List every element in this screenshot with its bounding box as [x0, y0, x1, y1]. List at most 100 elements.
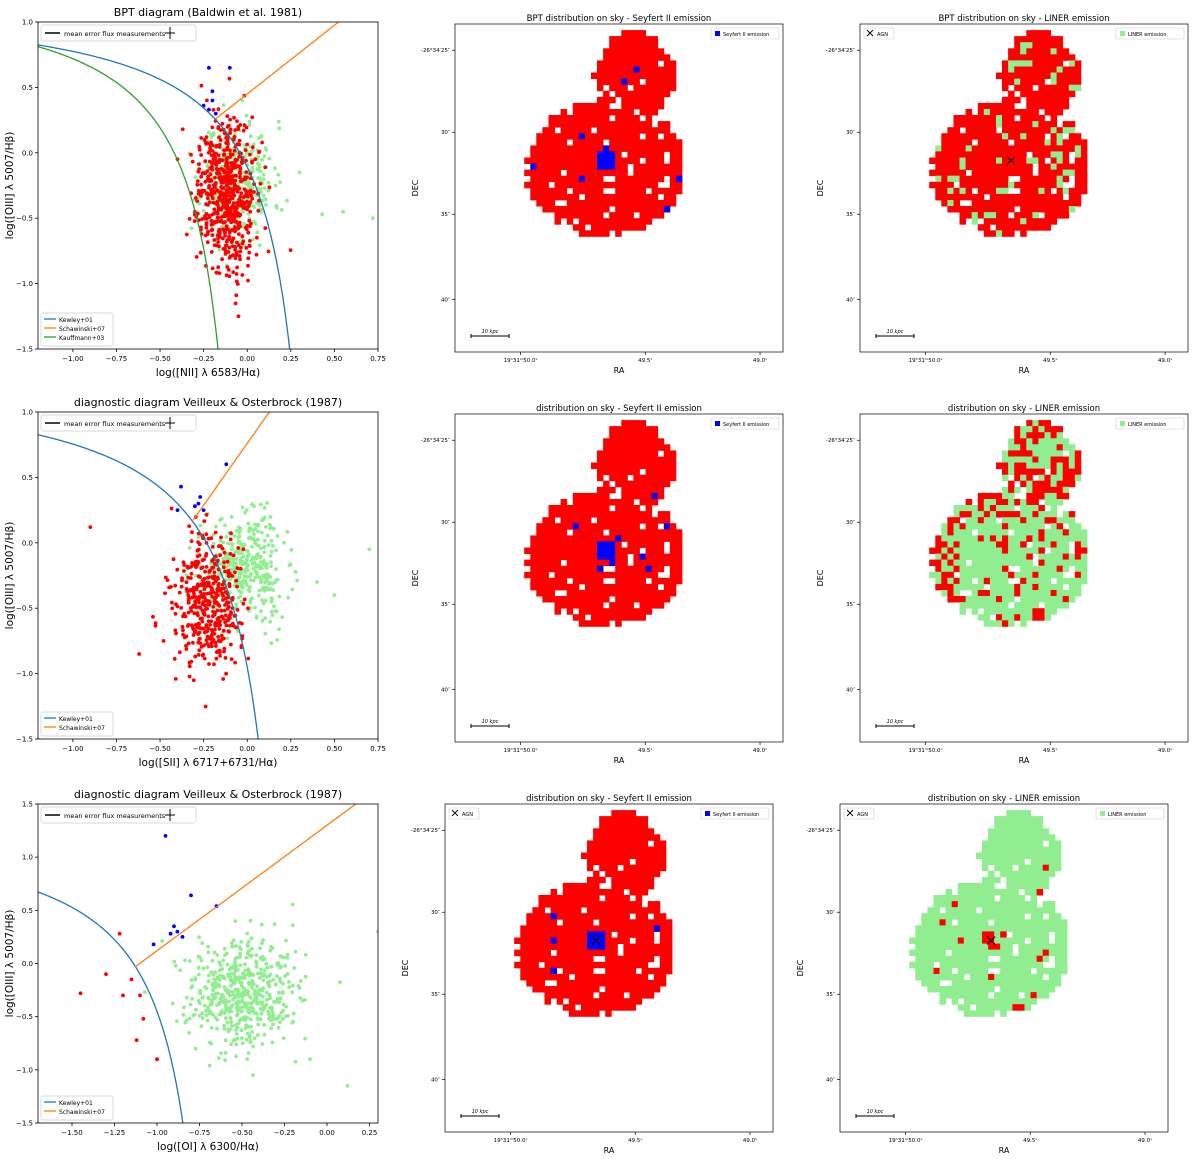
map-pixel — [542, 175, 549, 183]
map-pixel — [1026, 420, 1033, 427]
map-pixel — [615, 145, 622, 152]
data-point — [248, 600, 253, 605]
map-pixel — [635, 889, 643, 896]
map-pixel — [530, 553, 537, 561]
map-pixel — [1056, 583, 1064, 591]
data-point — [239, 1009, 244, 1014]
map-pixel — [941, 175, 948, 183]
map-pixel — [996, 596, 1003, 603]
data-point — [239, 980, 244, 985]
map-pixel — [623, 846, 630, 853]
data-point — [205, 191, 210, 196]
map-pixel — [1044, 571, 1051, 579]
map-pixel — [615, 468, 622, 476]
map-pixel — [536, 187, 543, 195]
map-pixel — [633, 547, 640, 554]
data-point — [246, 568, 250, 573]
data-point — [208, 143, 213, 148]
map-pixel — [536, 175, 543, 183]
map-pixel — [996, 499, 1003, 506]
map-pixel — [1032, 571, 1039, 579]
map-pixel — [1002, 206, 1009, 213]
data-point — [236, 314, 241, 319]
data-point — [225, 140, 230, 145]
map-pixel — [647, 864, 655, 872]
legend-swatch — [1120, 421, 1125, 426]
data-point — [207, 1011, 212, 1016]
map-pixel — [587, 913, 594, 920]
map-pixel — [1002, 157, 1009, 164]
map-pixel — [645, 72, 653, 79]
map-pixel — [568, 913, 576, 920]
map-pixel — [572, 206, 580, 213]
map-pixel — [615, 511, 622, 518]
map-pixel — [544, 913, 551, 920]
map-pixel — [633, 480, 640, 488]
map-pixel — [959, 529, 966, 536]
data-point — [207, 213, 212, 218]
data-point — [240, 241, 245, 246]
map-pixel — [941, 145, 948, 152]
map-pixel — [560, 577, 568, 585]
map-pixel — [1008, 145, 1015, 152]
data-point — [234, 279, 239, 284]
map-pixel — [639, 60, 646, 67]
map-pixel — [597, 547, 604, 554]
map-pixel — [1008, 90, 1015, 98]
data-point — [271, 978, 276, 982]
sky-map-sii-seyfert: distribution on sky - Seyfert II emissio… — [411, 404, 784, 765]
map-pixel — [621, 590, 628, 597]
map-pixel — [605, 840, 612, 847]
data-point — [254, 556, 259, 561]
map-pixel — [971, 127, 979, 134]
dec-tick-label: 30″ — [846, 520, 855, 526]
map-pixel — [615, 90, 622, 98]
data-point — [226, 211, 231, 216]
data-point — [134, 1038, 139, 1042]
map-pixel — [959, 181, 966, 189]
data-point — [193, 175, 198, 180]
map-pixel — [627, 450, 634, 457]
map-pixel — [989, 133, 997, 140]
map-pixel — [584, 193, 592, 201]
map-pixel — [639, 499, 646, 506]
map-pixel — [617, 901, 624, 908]
map-pixel — [597, 608, 604, 615]
map-pixel — [639, 571, 646, 579]
data-point — [220, 158, 225, 163]
data-point — [308, 1057, 312, 1062]
map-pixel — [971, 608, 979, 615]
plot-area — [38, 804, 378, 1123]
data-point — [236, 576, 241, 580]
map-pixel — [1074, 187, 1082, 195]
map-pixel — [554, 145, 561, 152]
map-pixel — [609, 602, 616, 609]
map-pixel — [633, 60, 640, 67]
map-pixel — [977, 499, 985, 506]
data-point — [237, 1018, 242, 1023]
map-pixel — [584, 511, 592, 518]
map-pixel — [1038, 486, 1045, 494]
data-point — [234, 252, 238, 257]
data-point — [270, 1040, 275, 1045]
data-point — [221, 556, 226, 561]
map-pixel — [627, 577, 634, 585]
data-point — [290, 902, 295, 907]
data-point — [191, 678, 196, 683]
map-pixel — [611, 864, 618, 872]
map-pixel — [657, 66, 665, 73]
map-pixel — [615, 78, 622, 86]
data-point — [202, 519, 207, 523]
map-pixel — [639, 456, 646, 463]
map-pixel — [548, 565, 555, 573]
map-pixel — [1026, 499, 1033, 506]
map-pixel — [1074, 468, 1082, 476]
map-pixel — [572, 571, 580, 579]
map-pixel — [1062, 474, 1070, 482]
data-point — [269, 596, 274, 601]
map-pixel — [605, 925, 612, 932]
map-pixel — [605, 889, 612, 896]
map-pixel — [965, 547, 973, 554]
map-pixel — [1074, 139, 1082, 146]
data-point — [263, 226, 268, 231]
